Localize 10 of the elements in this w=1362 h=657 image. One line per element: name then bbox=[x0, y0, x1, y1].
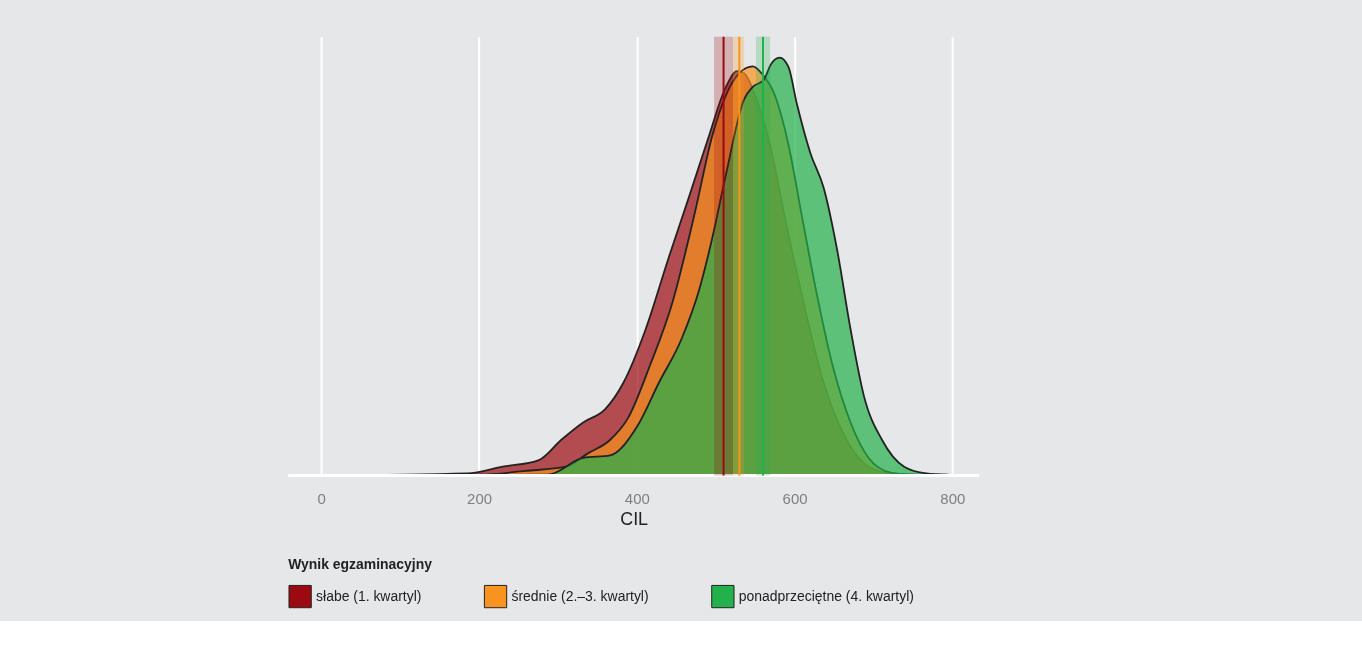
x-tick-label: 200 bbox=[467, 489, 493, 507]
legend-title: Wynik egzaminacyjny bbox=[288, 556, 433, 573]
x-axis-title: CIL bbox=[620, 508, 649, 529]
legend-label: ponadprzeciętne (4. kwartyl) bbox=[738, 587, 914, 604]
x-tick-label: 800 bbox=[940, 489, 966, 507]
legend-label: słabe (1. kwartyl) bbox=[316, 587, 422, 604]
x-tick-label: 400 bbox=[624, 489, 650, 507]
x-tick-label: 0 bbox=[317, 489, 326, 507]
x-tick-label: 600 bbox=[782, 489, 808, 507]
legend-label: średnie (2.–3. kwartyl) bbox=[511, 587, 649, 604]
